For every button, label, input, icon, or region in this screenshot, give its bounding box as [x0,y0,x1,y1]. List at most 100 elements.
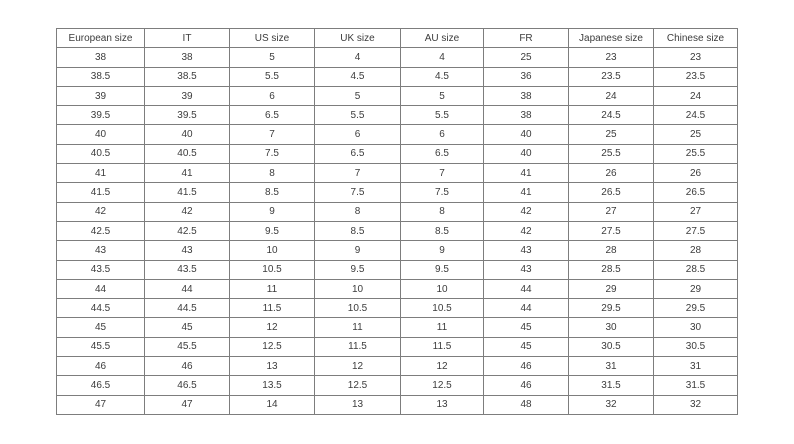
table-cell: 12 [314,356,401,377]
column-header-uk-size: UK size [314,27,401,49]
table-row: 42 42 9 8 8 42 27 27 [56,201,738,222]
column-header-au-size: AU size [400,27,484,49]
table-cell: 46 [144,356,230,377]
table-cell: 44.5 [56,298,145,319]
table-cell: 5.5 [314,105,401,126]
table-cell: 43.5 [56,259,145,280]
table-cell: 28.5 [653,259,738,280]
table-cell: 32 [653,394,738,415]
shoe-size-conversion-table: European size IT US size UK size AU size… [56,27,738,415]
table-cell: 9.5 [229,220,315,242]
table-cell: 4.5 [314,66,401,87]
table-cell: 12.5 [314,375,401,396]
table-cell: 24 [653,85,738,107]
table-cell: 45 [483,317,569,338]
table-cell: 46.5 [56,375,145,396]
column-header-it: IT [144,27,230,49]
table-cell: 12 [400,356,484,377]
table-cell: 30.5 [568,336,654,358]
table-cell: 38 [144,47,230,68]
table-cell: 11.5 [314,336,401,358]
table-cell: 13 [229,356,315,377]
table-cell: 39 [56,85,145,107]
table-cell: 9 [314,240,401,261]
table-cell: 29 [568,278,654,300]
table-cell: 38 [56,47,145,68]
table-cell: 44 [483,278,569,300]
table-cell: 5 [314,85,401,107]
table-cell: 8 [229,163,315,184]
table-row: 38.5 38.5 5.5 4.5 4.5 36 23.5 23.5 [56,66,738,87]
table-cell: 27 [653,201,738,222]
table-cell: 38 [483,105,569,126]
table-cell: 28 [568,240,654,261]
table-cell: 44.5 [144,298,230,319]
table-body: 38 38 5 4 4 25 23 23 38.5 38.5 5.5 4.5 4.5 36 23.5 23.5… [56,47,738,415]
table-row: 38 38 5 4 4 25 23 23 [56,47,738,68]
table-cell: 4 [314,47,401,68]
table-cell: 32 [568,394,654,415]
table-cell: 10.5 [400,298,484,319]
table-cell: 45 [483,336,569,358]
table-cell: 8.5 [400,220,484,242]
table-cell: 10 [229,240,315,261]
table-row: 40.5 40.5 7.5 6.5 6.5 40 25.5 25.5 [56,143,738,165]
table-cell: 11.5 [400,336,484,358]
table-cell: 40.5 [144,143,230,165]
table-row: 39 39 6 5 5 38 24 24 [56,85,738,107]
table-cell: 36 [483,66,569,87]
table-row: 39.5 39.5 6.5 5.5 5.5 38 24.5 24.5 [56,105,738,126]
table-cell: 40.5 [56,143,145,165]
table-cell: 11.5 [229,298,315,319]
table-cell: 40 [144,124,230,145]
table-cell: 8 [400,201,484,222]
table-cell: 41 [483,182,569,203]
table-cell: 9.5 [400,259,484,280]
table-cell: 13.5 [229,375,315,396]
table-row: 43 43 10 9 9 43 28 28 [56,240,738,261]
table-cell: 6.5 [314,143,401,165]
table-cell: 43 [144,240,230,261]
table-cell: 5 [400,85,484,107]
table-cell: 7.5 [314,182,401,203]
table-cell: 10.5 [229,259,315,280]
table-cell: 6 [229,85,315,107]
table-cell: 41 [483,163,569,184]
table-cell: 39 [144,85,230,107]
table-cell: 31.5 [568,375,654,396]
table-cell: 5 [229,47,315,68]
table-cell: 47 [56,394,145,415]
table-cell: 41.5 [144,182,230,203]
table-cell: 44 [56,278,145,300]
table-cell: 40 [483,124,569,145]
table-cell: 11 [400,317,484,338]
table-cell: 38 [483,85,569,107]
table-cell: 45.5 [144,336,230,358]
table-cell: 10.5 [314,298,401,319]
table-row: 41.5 41.5 8.5 7.5 7.5 41 26.5 26.5 [56,182,738,203]
table-row: 47 47 14 13 13 48 32 32 [56,394,738,415]
table-cell: 25.5 [568,143,654,165]
table-cell: 25 [483,47,569,68]
table-cell: 27 [568,201,654,222]
table-cell: 11 [314,317,401,338]
table-cell: 13 [314,394,401,415]
table-cell: 6.5 [229,105,315,126]
table-cell: 41 [56,163,145,184]
table-row: 43.5 43.5 10.5 9.5 9.5 43 28.5 28.5 [56,259,738,280]
table-row: 42.5 42.5 9.5 8.5 8.5 42 27.5 27.5 [56,220,738,242]
table-cell: 38.5 [144,66,230,87]
table-cell: 43.5 [144,259,230,280]
table-cell: 46 [483,375,569,396]
table-cell: 31.5 [653,375,738,396]
table-cell: 8.5 [229,182,315,203]
table-cell: 26 [568,163,654,184]
table-cell: 14 [229,394,315,415]
table-cell: 13 [400,394,484,415]
table-row: 46.5 46.5 13.5 12.5 12.5 46 31.5 31.5 [56,375,738,396]
table-cell: 10 [314,278,401,300]
table-cell: 26.5 [653,182,738,203]
table-cell: 28.5 [568,259,654,280]
table-cell: 9 [229,201,315,222]
table-cell: 25 [568,124,654,145]
